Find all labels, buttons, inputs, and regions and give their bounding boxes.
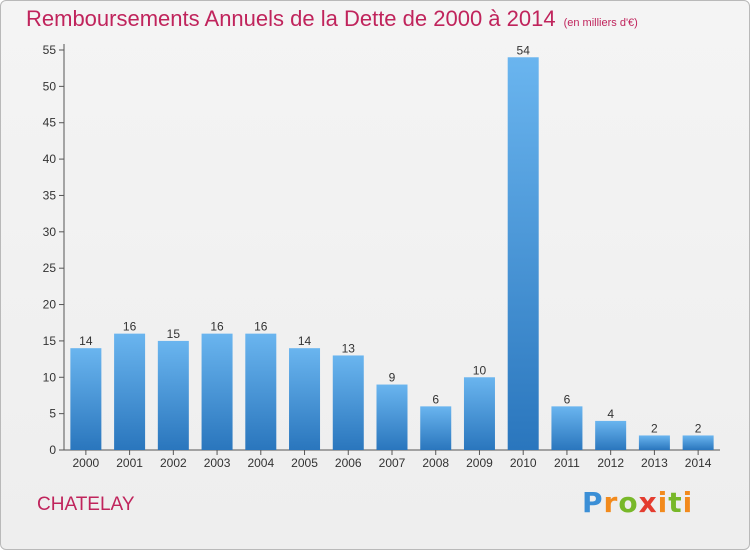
value-label-2009: 10 (473, 363, 487, 377)
bar-2013 (638, 435, 670, 450)
bar-2006 (332, 355, 364, 450)
x-tick-label-2008: 2008 (422, 456, 449, 470)
bar-2003 (201, 333, 233, 450)
bar-2014 (682, 435, 714, 450)
bar-2007 (376, 384, 408, 450)
bar-2009 (463, 377, 495, 450)
x-tick-label-2003: 2003 (204, 456, 231, 470)
bar-2008 (420, 406, 452, 450)
value-label-2011: 6 (564, 392, 571, 406)
value-label-2008: 6 (432, 392, 439, 406)
y-tick-label: 10 (43, 370, 57, 384)
value-label-2012: 4 (607, 407, 614, 421)
labels: 14 2000 16 2001 15 2002 16 2003 16 2004 14 2005 13 20… (73, 43, 712, 470)
x-tick-label-2005: 2005 (291, 456, 318, 470)
bar-2012 (595, 420, 627, 450)
x-tick-label-2010: 2010 (510, 456, 537, 470)
value-label-2001: 16 (123, 320, 137, 334)
x-tick-label-2002: 2002 (160, 456, 187, 470)
x-tick-label-2014: 2014 (685, 456, 712, 470)
bar-2011 (551, 406, 583, 450)
bar-2000 (70, 348, 102, 450)
unit-note: (en milliers d'€) (563, 17, 638, 29)
y-tick-label: 35 (43, 188, 57, 202)
value-label-2006: 13 (342, 341, 356, 355)
bars (70, 57, 714, 450)
y-tick-label: 20 (43, 298, 57, 312)
bar-2001 (114, 333, 146, 450)
y-tick-label: 55 (43, 43, 57, 57)
y-tick-label: 30 (43, 225, 57, 239)
bar-2004 (245, 333, 277, 450)
value-label-2007: 9 (389, 371, 396, 385)
value-label-2004: 16 (254, 320, 268, 334)
y-tick-label: 45 (43, 116, 57, 130)
x-tick-label-2004: 2004 (247, 456, 274, 470)
bar-2010 (507, 57, 539, 450)
x-tick-label-2000: 2000 (73, 456, 100, 470)
x-tick-label-2012: 2012 (597, 456, 624, 470)
y-tick-label: 40 (43, 152, 57, 166)
chart-title: Remboursements Annuels de la Dette de 20… (26, 6, 638, 32)
y-tick-label: 0 (49, 443, 56, 457)
bar-2002 (157, 340, 189, 450)
city-name: CHATELAY (37, 494, 135, 515)
value-label-2005: 14 (298, 334, 312, 348)
value-label-2002: 15 (167, 327, 181, 341)
x-tick-label-2011: 2011 (554, 456, 580, 470)
x-tick-label-2009: 2009 (466, 456, 493, 470)
value-label-2000: 14 (79, 334, 93, 348)
x-tick-label-2006: 2006 (335, 456, 362, 470)
x-tick-label-2001: 2001 (116, 456, 143, 470)
value-label-2013: 2 (651, 421, 658, 435)
value-label-2003: 16 (210, 320, 224, 334)
y-tick-label: 25 (43, 261, 57, 275)
y-tick-label: 15 (43, 334, 57, 348)
proxiti-logo: Proxiti (582, 486, 694, 519)
x-tick-label-2013: 2013 (641, 456, 668, 470)
x-tick-label-2007: 2007 (379, 456, 406, 470)
y-tick-label: 5 (49, 407, 56, 421)
chart-title-text: Remboursements Annuels de la Dette de 20… (26, 6, 556, 31)
bar-2005 (289, 348, 321, 450)
value-label-2010: 54 (517, 43, 531, 57)
y-tick-label: 50 (43, 79, 57, 93)
value-label-2014: 2 (695, 421, 702, 435)
